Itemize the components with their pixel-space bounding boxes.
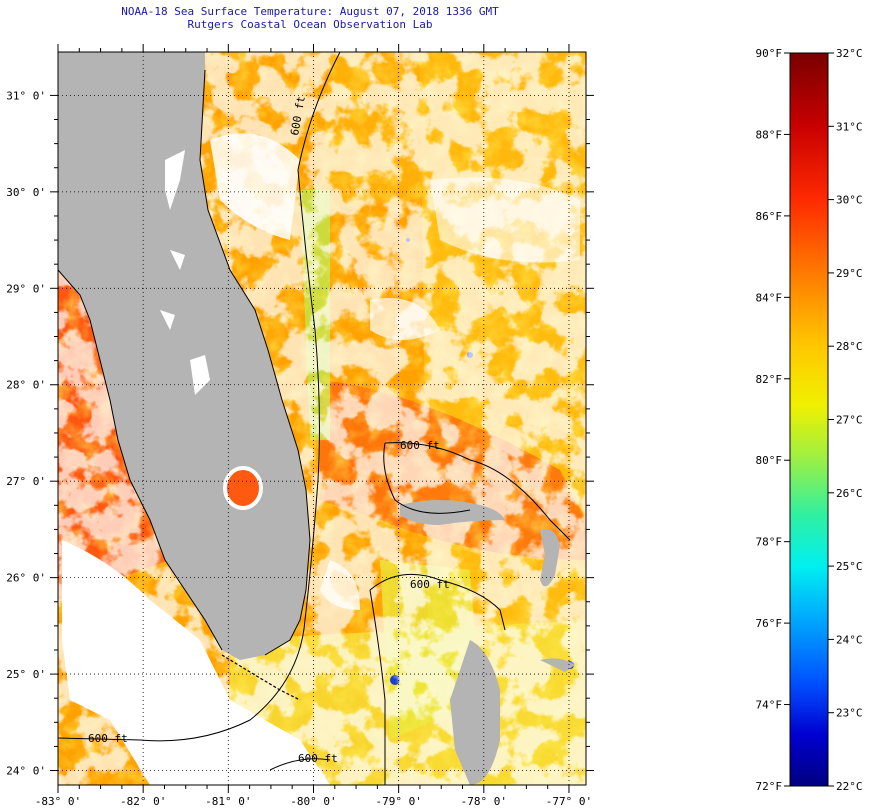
lon-label: -81° 0' <box>205 795 251 808</box>
cbar-f-label: 76°F <box>756 617 783 630</box>
cbar-c-label: 25°C <box>836 560 863 573</box>
cbar-c-label: 22°C <box>836 780 863 793</box>
lon-label: -77° 0' <box>546 795 592 808</box>
graticule <box>58 52 586 785</box>
map-ticks <box>50 44 594 793</box>
isobath-label-south: 600 ft <box>298 752 338 765</box>
latitude-labels: 31° 0' 30° 0' 29° 0' 28° 0' 27° 0' 26° 0' 25° … <box>6 89 46 777</box>
colorbar-fahrenheit-labels: 90°F 88°F 86°F 84°F 82°F 80°F 78°F 76°F 74°F 72°F <box>756 47 783 793</box>
cbar-c-label: 27°C <box>836 414 863 427</box>
isobaths <box>58 52 571 785</box>
new-providence <box>540 658 575 672</box>
lon-label: -83° 0' <box>35 795 81 808</box>
cbar-c-label: 24°C <box>836 633 863 646</box>
lat-label: 24° 0' <box>6 765 46 778</box>
lat-label: 26° 0' <box>6 572 46 585</box>
cbar-c-label: 29°C <box>836 267 863 280</box>
cbar-f-label: 90°F <box>756 47 783 60</box>
chart-title: NOAA-18 Sea Surface Temperature: August … <box>121 5 499 18</box>
lon-label: -80° 0' <box>290 795 336 808</box>
isobath-label-bahama: 600 ft <box>400 439 440 452</box>
cbar-f-label: 88°F <box>756 128 783 141</box>
cbar-f-label: 86°F <box>756 210 783 223</box>
cbar-f-label: 72°F <box>756 780 783 793</box>
coastline <box>199 69 311 656</box>
isobath-label-gulf: 600 ft <box>88 732 128 745</box>
cbar-f-label: 74°F <box>756 699 783 712</box>
clouds <box>62 133 580 785</box>
cbar-c-label: 26°C <box>836 487 863 500</box>
cbar-c-label: 28°C <box>836 340 863 353</box>
lat-label: 30° 0' <box>6 186 46 199</box>
colorbar <box>789 52 829 787</box>
cbar-f-label: 82°F <box>756 373 783 386</box>
keys <box>221 654 301 701</box>
lake-okeechobee <box>223 466 263 510</box>
lat-label: 29° 0' <box>6 282 46 295</box>
lon-label: -79° 0' <box>375 795 421 808</box>
lat-label: 28° 0' <box>6 379 46 392</box>
cbar-f-label: 84°F <box>756 291 783 304</box>
cbar-c-label: 31°C <box>836 120 863 133</box>
isobath-label-bank: 600 ft <box>410 578 450 591</box>
lon-label: -82° 0' <box>120 795 166 808</box>
cbar-c-label: 23°C <box>836 707 863 720</box>
cbar-c-label: 30°C <box>836 194 863 207</box>
cbar-f-label: 80°F <box>756 454 783 467</box>
lon-label: -78° 0' <box>461 795 507 808</box>
cbar-f-label: 78°F <box>756 536 783 549</box>
chart-subtitle: Rutgers Coastal Ocean Observation Lab <box>187 18 433 31</box>
map-image: 600 ft 600 ft 600 ft 600 ft 600 ft <box>58 52 586 785</box>
map-frame <box>57 51 587 786</box>
lat-label: 25° 0' <box>6 668 46 681</box>
lat-label: 27° 0' <box>6 475 46 488</box>
abaco <box>540 529 560 587</box>
colorbar-celsius-labels: 32°C 31°C 30°C 29°C 28°C 27°C 26°C 25°C 24°C 23°C… <box>836 47 863 793</box>
andros <box>450 640 500 785</box>
west-coastline <box>58 269 223 651</box>
lat-label: 31° 0' <box>6 89 46 102</box>
cbar-c-label: 32°C <box>836 47 863 60</box>
colorbar-ticks <box>784 52 834 787</box>
longitude-labels: -83° 0' -82° 0' -81° 0' -80° 0' -79° 0' -78° … <box>35 795 592 808</box>
